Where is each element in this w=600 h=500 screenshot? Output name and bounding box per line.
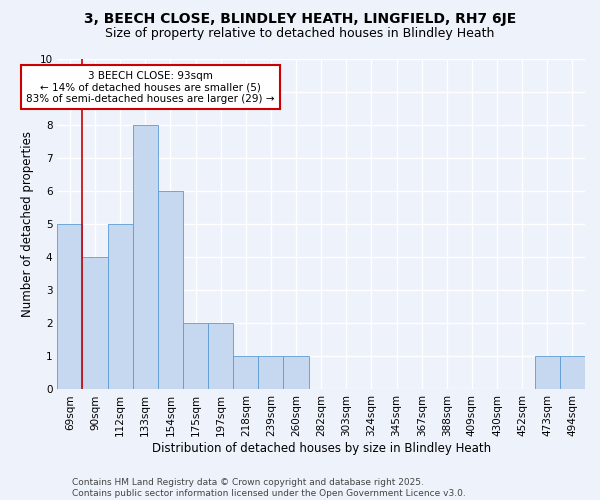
Text: Size of property relative to detached houses in Blindley Heath: Size of property relative to detached ho… <box>106 28 494 40</box>
Bar <box>233 356 259 390</box>
Text: 3, BEECH CLOSE, BLINDLEY HEATH, LINGFIELD, RH7 6JE: 3, BEECH CLOSE, BLINDLEY HEATH, LINGFIEL… <box>84 12 516 26</box>
Bar <box>133 125 158 390</box>
Bar <box>560 356 585 390</box>
Bar <box>259 356 283 390</box>
Bar <box>208 324 233 390</box>
Text: 3 BEECH CLOSE: 93sqm
← 14% of detached houses are smaller (5)
83% of semi-detach: 3 BEECH CLOSE: 93sqm ← 14% of detached h… <box>26 70 275 104</box>
Bar <box>158 191 183 390</box>
Bar <box>107 224 133 390</box>
Bar <box>183 324 208 390</box>
Text: Contains HM Land Registry data © Crown copyright and database right 2025.
Contai: Contains HM Land Registry data © Crown c… <box>72 478 466 498</box>
Y-axis label: Number of detached properties: Number of detached properties <box>21 131 34 317</box>
Bar <box>535 356 560 390</box>
Bar <box>82 258 107 390</box>
Bar <box>283 356 308 390</box>
Bar <box>58 224 82 390</box>
X-axis label: Distribution of detached houses by size in Blindley Heath: Distribution of detached houses by size … <box>152 442 491 455</box>
